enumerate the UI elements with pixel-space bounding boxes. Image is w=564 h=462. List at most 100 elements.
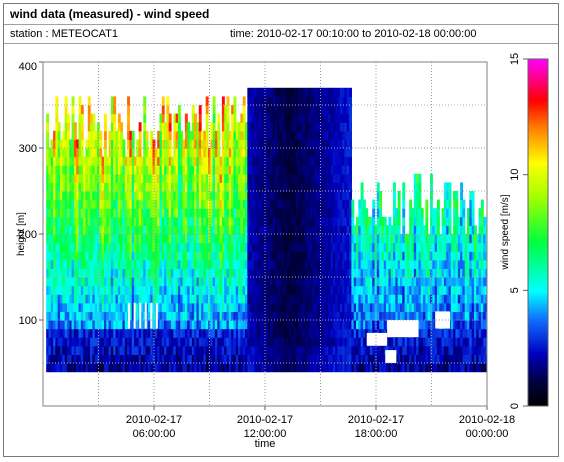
heatmap-cell — [467, 311, 470, 321]
heatmap-cell — [314, 302, 318, 312]
heatmap-cell — [71, 234, 75, 244]
heatmap-cell — [238, 251, 241, 261]
heatmap-cell — [293, 148, 297, 158]
heatmap-cell — [245, 208, 248, 218]
heatmap-cell — [393, 294, 396, 304]
heatmap-cell — [272, 208, 276, 218]
heatmap-cell — [196, 251, 200, 261]
heatmap-cell — [328, 337, 332, 347]
heatmap-cell — [282, 234, 285, 244]
heatmap-cell — [249, 363, 253, 373]
heatmap-cell — [168, 165, 172, 175]
heatmap-cell — [177, 251, 181, 261]
heatmap-cell — [224, 320, 228, 330]
heatmap-cell — [159, 130, 163, 140]
heatmap-cell — [323, 251, 327, 261]
heatmap-cell — [309, 251, 313, 261]
heatmap-cell — [457, 294, 461, 304]
heatmap-cell — [189, 139, 193, 149]
heatmap-cell — [159, 259, 163, 269]
heatmap-cell — [99, 345, 103, 355]
heatmap-cell — [145, 165, 149, 175]
heatmap-cell — [53, 311, 56, 321]
heatmap-cell — [450, 242, 454, 252]
heatmap-cell — [231, 242, 235, 252]
heatmap-cell — [233, 208, 237, 218]
heatmap-cell — [115, 139, 119, 149]
heatmap-cell — [66, 311, 70, 321]
heatmap-cell — [217, 268, 221, 278]
heatmap-cell — [404, 302, 408, 312]
heatmap-cell — [319, 191, 322, 201]
heatmap-cell — [175, 242, 179, 252]
heatmap-cell — [249, 182, 253, 192]
heatmap-cell — [277, 242, 281, 252]
heatmap-cell — [214, 259, 218, 269]
heatmap-cell — [420, 302, 424, 312]
heatmap-cell — [157, 251, 161, 261]
heatmap-cell — [115, 302, 119, 312]
heatmap-cell — [344, 345, 348, 355]
heatmap-cell — [205, 294, 209, 304]
heatmap-cell — [154, 251, 158, 261]
heatmap-cell — [367, 277, 371, 287]
heatmap-cell — [101, 165, 105, 175]
heatmap-cell — [173, 242, 177, 252]
heatmap-cell — [113, 113, 117, 123]
heatmap-cell — [129, 191, 133, 201]
heatmap-cell — [288, 302, 292, 312]
heatmap-cell — [332, 96, 336, 106]
heatmap-cell — [302, 105, 306, 115]
heatmap-cell — [55, 165, 59, 175]
heatmap-cell — [423, 337, 426, 347]
heatmap-cell — [161, 242, 165, 252]
heatmap-cell — [191, 225, 195, 235]
heatmap-cell — [106, 191, 110, 201]
heatmap-cell — [168, 148, 172, 158]
heatmap-cell — [238, 337, 241, 347]
heatmap-cell — [453, 234, 457, 244]
heatmap-cell — [342, 328, 346, 338]
heatmap-cell — [235, 234, 239, 244]
heatmap-cell — [122, 277, 126, 287]
heatmap-cell — [337, 199, 341, 209]
heatmap-cell — [177, 259, 181, 269]
heatmap-cell — [115, 268, 119, 278]
heatmap-cell — [159, 285, 163, 295]
heatmap-cell — [376, 208, 380, 218]
heatmap-cell — [330, 311, 334, 321]
heatmap-cell — [272, 337, 276, 347]
heatmap-cell — [295, 345, 299, 355]
heatmap-cell — [332, 216, 336, 226]
heatmap-cell — [446, 251, 450, 261]
heatmap-cell — [425, 363, 429, 373]
heatmap-cell — [249, 87, 253, 97]
heatmap-cell — [214, 182, 218, 192]
chart-title: wind data (measured) - wind speed — [10, 7, 210, 21]
heatmap-cell — [300, 354, 304, 364]
heatmap-cell — [189, 294, 193, 304]
heatmap-cell — [288, 165, 292, 175]
heatmap-cell — [90, 363, 93, 373]
heatmap-cell — [443, 234, 447, 244]
heatmap-cell — [150, 165, 154, 175]
heatmap-cell — [240, 182, 244, 192]
heatmap-cell — [365, 337, 369, 347]
heatmap-cell — [323, 113, 327, 123]
heatmap-cell — [330, 337, 334, 347]
heatmap-cell — [346, 182, 350, 192]
heatmap-cell — [298, 113, 302, 123]
heatmap-cell — [159, 328, 163, 338]
heatmap-cell — [420, 294, 424, 304]
heatmap-cell — [50, 148, 54, 158]
heatmap-cell — [325, 130, 329, 140]
heatmap-cell — [349, 294, 352, 304]
heatmap-cell — [122, 285, 126, 295]
heatmap-cell — [293, 345, 297, 355]
heatmap-cell — [240, 242, 244, 252]
heatmap-cell — [214, 173, 218, 183]
heatmap-cell — [228, 277, 232, 287]
heatmap-cell — [436, 363, 440, 373]
heatmap-cell — [416, 302, 420, 312]
heatmap-cell — [245, 294, 248, 304]
